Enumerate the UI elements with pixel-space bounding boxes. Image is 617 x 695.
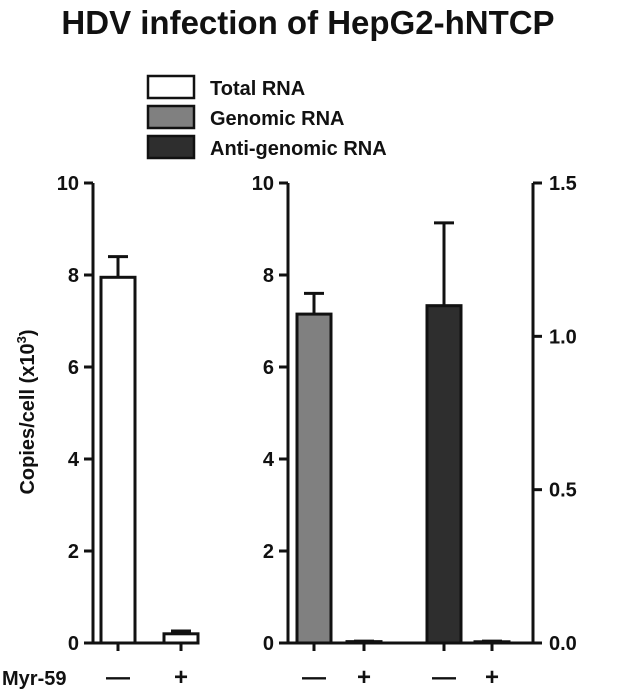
- y2-axis-tick-label: 1.5: [549, 173, 577, 195]
- bar: [99, 275, 137, 645]
- panel-genomic-antigenomic: 0 2 4 6 8 10 0.0 0.5 1.0 1.5 — + — +: [252, 173, 577, 691]
- x-tick-label: —: [106, 664, 130, 691]
- panel-total-rna: 0 2 4 6 8 10 — +: [57, 173, 200, 691]
- bar: [162, 632, 200, 645]
- bar: [295, 312, 333, 645]
- legend: Total RNA Genomic RNA Anti-genomic RNA: [146, 74, 387, 160]
- y-axis-tick-label: 4: [68, 449, 80, 471]
- y2-axis-tick-label: 0.0: [549, 633, 577, 655]
- y2-axis-tick-label: 1.0: [549, 326, 577, 348]
- y-axis-label: Copies/cell (x103): [14, 329, 39, 494]
- y-axis-tick-label: 8: [68, 265, 79, 287]
- y-axis-tick-label: 2: [263, 541, 274, 563]
- legend-swatch: [146, 104, 196, 130]
- bar: [425, 304, 463, 645]
- y-axis-tick-label: 10: [57, 173, 79, 195]
- chart-title: HDV infection of HepG2-hNTCP: [61, 4, 554, 41]
- y2-axis-tick-label: 0.5: [549, 480, 577, 502]
- treatment-label: Myr-59: [2, 668, 66, 690]
- legend-label: Anti-genomic RNA: [210, 138, 387, 160]
- legend-label: Total RNA: [210, 78, 305, 100]
- x-tick-label: +: [485, 664, 499, 691]
- x-tick-label: +: [174, 664, 188, 691]
- bar: [345, 640, 383, 645]
- y-axis-label-close: ): [17, 329, 39, 336]
- y-axis-tick-label: 10: [252, 173, 274, 195]
- legend-swatch: [146, 134, 196, 160]
- legend-swatch: [146, 74, 196, 100]
- x-tick-label: —: [432, 664, 456, 691]
- y-axis-tick-label: 0: [263, 633, 274, 655]
- x-tick-label: +: [357, 664, 371, 691]
- y-axis-label-exponent: 3: [14, 336, 29, 343]
- y-axis-tick-label: 8: [263, 265, 274, 287]
- y-axis-tick-label: 0: [68, 633, 79, 655]
- y-axis-tick-label: 4: [263, 449, 275, 471]
- y-axis-tick-label: 6: [263, 357, 274, 379]
- x-tick-label: —: [302, 664, 326, 691]
- y-axis-tick-label: 6: [68, 357, 79, 379]
- y-axis-tick-label: 2: [68, 541, 79, 563]
- y-axis-label-text: Copies/cell (x10: [17, 343, 39, 494]
- bar: [473, 640, 511, 645]
- legend-label: Genomic RNA: [210, 108, 344, 130]
